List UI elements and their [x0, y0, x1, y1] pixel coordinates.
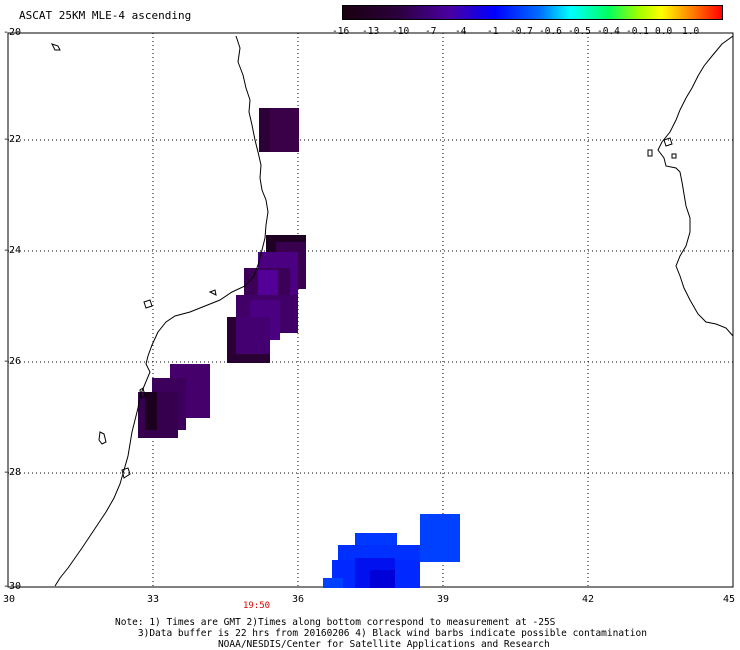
island — [143, 299, 153, 309]
colorbar-label: -0.7 — [510, 26, 533, 37]
map-frame — [7, 32, 734, 588]
data-cell — [370, 570, 395, 588]
island — [647, 149, 653, 157]
colorbar-label: 0.0 — [655, 26, 673, 37]
footnote-line: Note: 1) Times are GMT 2)Times along bot… — [115, 617, 556, 628]
colorbar-label: -7 — [425, 26, 437, 37]
island — [139, 387, 146, 399]
lat-label: -26 — [3, 356, 22, 367]
colorbar-label: -0.5 — [568, 26, 591, 37]
colorbar-label: -16 — [332, 26, 350, 37]
lat-label: -22 — [3, 134, 22, 145]
footnote-line: NOAA/NESDIS/Center for Satellite Applica… — [217, 639, 550, 650]
colorbar-label: -0.6 — [539, 26, 562, 37]
data-cell — [420, 514, 460, 562]
colorbar-label: -0.4 — [597, 26, 620, 37]
data-cell — [138, 392, 178, 438]
data-cell — [236, 317, 270, 354]
data-cell — [145, 392, 157, 430]
map-title: ASCAT 25KM MLE-4 ascending — [19, 9, 192, 22]
colorbar — [342, 5, 723, 20]
colorbar-label: -0.1 — [626, 26, 649, 37]
colorbar-labels: -16 -13 -10 -7 -4 -1 -0.7 -0.6 -0.5 -0.4… — [330, 26, 730, 38]
lat-label: -30 — [3, 581, 22, 592]
coastline-africa — [54, 35, 269, 587]
island — [208, 289, 217, 296]
lon-label: 39 — [437, 594, 450, 605]
island — [663, 137, 673, 147]
lon-label: 30 — [3, 594, 16, 605]
colorbar-label: -1 — [487, 26, 499, 37]
island — [121, 467, 131, 479]
data-cluster-blue — [323, 514, 460, 588]
data-cluster-south — [138, 364, 210, 438]
footnote: Note: 1) Times are GMT 2)Times along bot… — [115, 617, 647, 650]
island — [671, 153, 677, 159]
lon-label: 45 — [723, 594, 736, 605]
data-cell — [270, 108, 299, 152]
data-cluster-middle — [227, 235, 306, 363]
lat-label: -28 — [3, 467, 22, 478]
grid — [8, 33, 733, 587]
lat-label: -24 — [3, 245, 22, 256]
data-cell — [258, 270, 278, 300]
lat-label: -20 — [3, 27, 22, 38]
colorbar-label: 1.0 — [682, 26, 700, 37]
lon-label: 33 — [147, 594, 160, 605]
coastline-madagascar — [657, 35, 734, 337]
colorbar-label: -4 — [455, 26, 467, 37]
island — [98, 431, 107, 445]
lon-label: 36 — [292, 594, 305, 605]
colorbar-label: -10 — [392, 26, 410, 37]
footnote-line: 3)Data buffer is 22 hrs from 20160206 4)… — [137, 628, 647, 639]
island — [51, 43, 61, 51]
time-label: 19:50 — [243, 601, 271, 611]
lon-label: 42 — [582, 594, 595, 605]
colorbar-label: -13 — [362, 26, 380, 37]
data-cluster-north — [259, 108, 299, 152]
data-cell — [323, 578, 343, 588]
